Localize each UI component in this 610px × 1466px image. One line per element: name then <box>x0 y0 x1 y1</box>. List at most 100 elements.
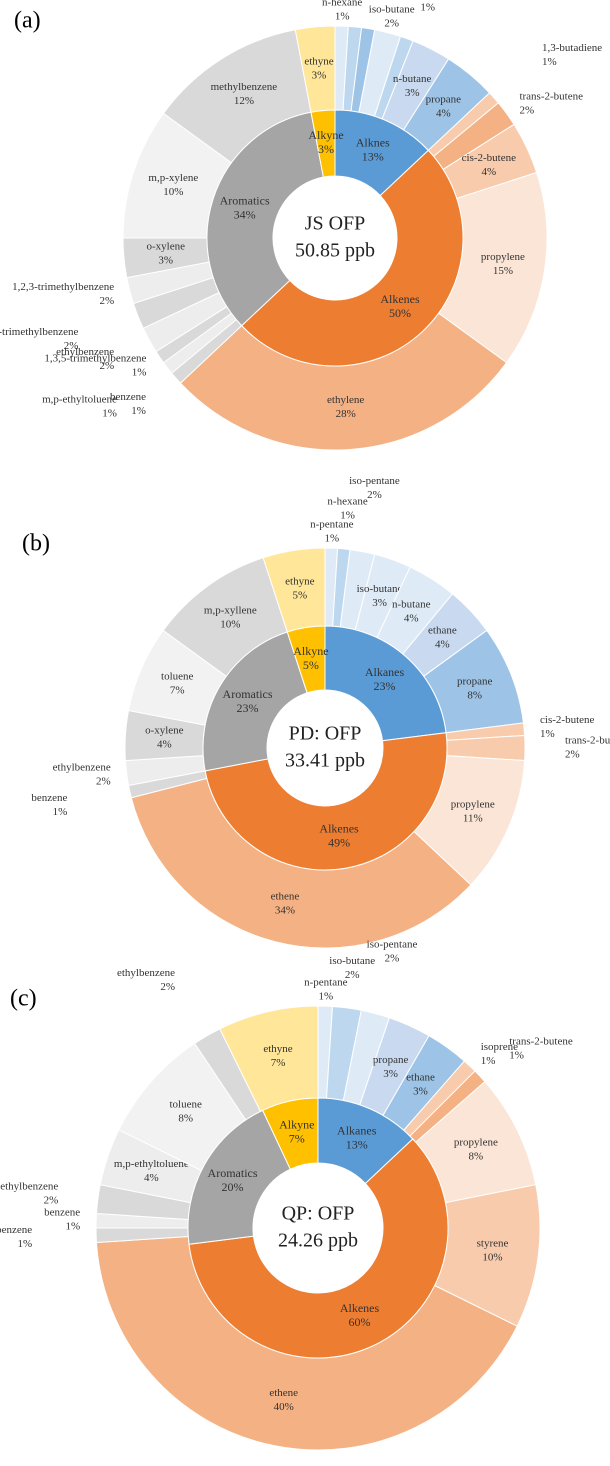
outer-name: ethyne <box>285 576 314 588</box>
outer-name: ethane <box>406 1071 435 1083</box>
outer-name: iso-butane <box>357 583 403 595</box>
outer-name: 1,2,3-trimethylbenzene <box>12 281 114 293</box>
outer-value-label: 1% <box>53 806 68 818</box>
inner-segment <box>324 625 447 742</box>
outer-name: n-hexane <box>327 496 367 508</box>
outer-value-label: 3% <box>158 255 173 267</box>
inner-value-label: 23% <box>374 679 396 693</box>
outer-name: m,p-ethyltoluene <box>114 1158 189 1170</box>
inner-value-label: 50% <box>389 306 411 320</box>
inner-value-label: 20% <box>222 1180 244 1194</box>
outer-value-label: 10% <box>482 1252 502 1264</box>
outer-name: iso-butane <box>369 4 415 16</box>
inner-name: Alkenes <box>319 822 359 836</box>
outer-value-label: 1% <box>540 728 555 740</box>
panel-label: (a) <box>14 8 41 34</box>
outer-name: m,p-ethyltoluene <box>42 394 117 406</box>
outer-name: cis-2-butene <box>540 714 594 726</box>
inner-name: Aromatics <box>208 1166 258 1180</box>
panel-label: (c) <box>10 986 37 1012</box>
outer-name: 1,3-butadiene <box>542 42 602 54</box>
outer-value-label: 1% <box>65 1221 80 1233</box>
outer-name: styrene <box>477 1238 509 1250</box>
outer-name: n-pentane <box>304 977 347 989</box>
outer-value-label: 2% <box>44 1194 59 1206</box>
outer-name: ethene <box>269 1387 298 1399</box>
outer-value-label: 8% <box>469 1151 484 1163</box>
outer-name: o-xylene <box>147 241 186 253</box>
outer-name: ethylbenzene <box>53 762 111 774</box>
inner-segment <box>187 1109 291 1245</box>
outer-name: m,p-xyllene <box>204 604 257 616</box>
outer-value-label: 2% <box>519 105 534 117</box>
outer-value-label: 11% <box>463 812 483 824</box>
outer-name: toluene <box>169 1098 201 1110</box>
inner-name: Alkanes <box>365 665 405 679</box>
outer-name: m,p-xylene <box>148 172 198 184</box>
outer-name: n-pentane <box>310 519 353 531</box>
outer-value-label: 3% <box>405 87 420 99</box>
outer-value-label: 1% <box>542 56 557 68</box>
outer-name: propylene <box>454 1137 498 1149</box>
inner-value-label: 49% <box>328 836 350 850</box>
inner-value-label: 34% <box>234 207 256 221</box>
outer-value-label: 7% <box>271 1057 286 1069</box>
outer-value-label: 40% <box>274 1401 294 1413</box>
outer-name: ethane <box>428 624 457 636</box>
outer-name: 1,3,5-trimethylbenzene <box>0 1224 32 1236</box>
outer-name: methylbenzene <box>211 81 278 93</box>
outer-value-label: 1% <box>132 367 147 379</box>
outer-value-label: 1% <box>324 533 339 545</box>
center-title: JS OFP <box>305 213 366 235</box>
outer-name: ethyne <box>304 55 333 67</box>
outer-value-label: 3% <box>383 1068 398 1080</box>
outer-name: n-butane <box>392 599 431 611</box>
inner-name: Aromatics <box>220 193 270 207</box>
center-value: 50.85 ppb <box>295 240 375 262</box>
outer-value-label: 3% <box>312 69 327 81</box>
inner-segment <box>204 732 448 871</box>
inner-name: Alkanes <box>337 1123 377 1137</box>
outer-value-label: 1% <box>131 405 146 417</box>
outer-value-label: 12% <box>234 95 254 107</box>
outer-value-label: 3% <box>372 597 387 609</box>
inner-segment <box>206 111 324 327</box>
outer-name: ethyne <box>263 1043 292 1055</box>
outer-name: 1,2,4-trimethylbenzene <box>0 326 78 338</box>
outer-name: benzene <box>110 391 146 403</box>
outer-name: propylene <box>451 798 495 810</box>
center-title: QP: OFP <box>282 1203 355 1225</box>
inner-value-label: 13% <box>362 150 384 164</box>
inner-segment <box>310 109 336 178</box>
outer-value-label: 4% <box>435 638 450 650</box>
outer-name: iso-butane <box>329 955 375 967</box>
inner-value-label: 3% <box>318 142 334 156</box>
outer-value-label: 1% <box>335 11 350 23</box>
inner-name: Alkyne <box>279 1118 314 1132</box>
outer-value-label: 2% <box>64 340 79 352</box>
outer-value-label: 2% <box>99 360 114 372</box>
outer-name: n-butane <box>393 73 432 85</box>
inner-name: Alkenes <box>340 1301 380 1315</box>
outer-name: iso-pentane <box>349 475 400 487</box>
inner-segment <box>240 149 464 367</box>
panel-label: (b) <box>22 531 50 557</box>
outer-name: iso-pentane <box>367 938 418 950</box>
outer-value-label: 4% <box>144 1172 159 1184</box>
outer-name: trans-2-butene <box>519 91 583 103</box>
inner-value-label: 13% <box>346 1137 368 1151</box>
inner-segment <box>286 625 326 694</box>
outer-name: isoprene <box>481 1041 518 1053</box>
outer-value-label: 1% <box>102 408 117 420</box>
outer-value-label: 34% <box>275 904 295 916</box>
outer-value-label: 2% <box>384 18 399 30</box>
outer-name: propane <box>426 94 462 106</box>
outer-value-label: 15% <box>493 265 513 277</box>
outer-value-label: 2% <box>160 981 175 993</box>
inner-name: Alkenes <box>380 292 420 306</box>
outer-value-label: 4% <box>436 108 451 120</box>
outer-value-label: 8% <box>467 689 482 701</box>
outer-value-label: 1% <box>509 1049 524 1061</box>
outer-name: benzene <box>31 792 67 804</box>
